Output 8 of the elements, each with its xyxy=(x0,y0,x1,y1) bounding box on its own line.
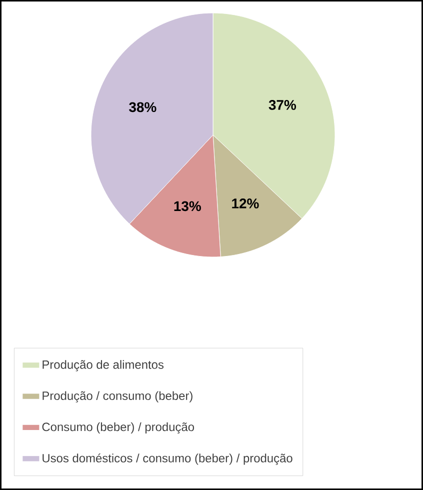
legend-label: Consumo (beber) / produção xyxy=(42,422,194,434)
legend-label: Usos domésticos / consumo (beber) / produção xyxy=(42,454,292,465)
legend-label: Produção / consumo (beber) xyxy=(42,391,192,402)
legend-label: Produção de alimentos xyxy=(42,360,164,372)
data-label: 13% xyxy=(174,201,201,212)
data-label: 37% xyxy=(268,100,296,110)
data-label: 12% xyxy=(232,198,259,208)
data-label: 38% xyxy=(129,102,156,112)
